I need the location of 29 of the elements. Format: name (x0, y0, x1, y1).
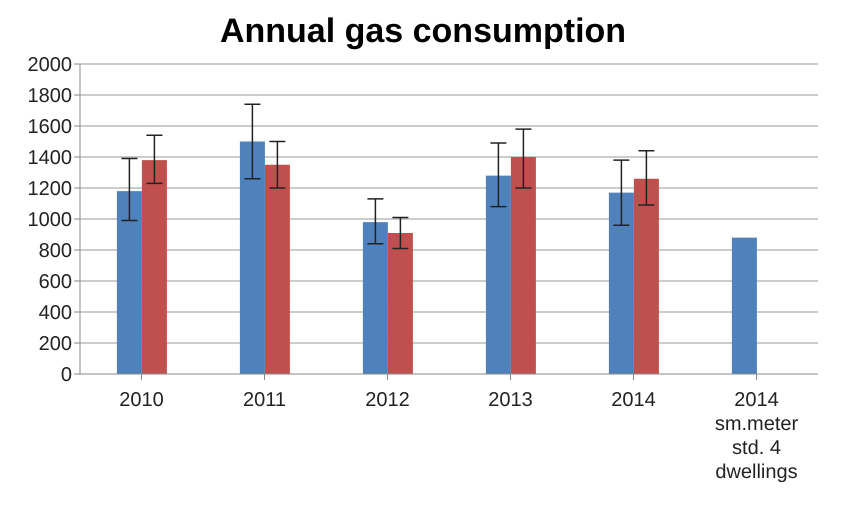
bar (240, 142, 265, 374)
bar (608, 192, 634, 374)
bar (732, 238, 757, 374)
y-tick-label: 1800 (28, 85, 72, 108)
y-tick-label: 600 (38, 271, 72, 294)
y-tick-label: 1400 (28, 147, 72, 170)
bar (116, 191, 142, 374)
bar (486, 176, 511, 374)
y-tick-label: 1600 (28, 116, 72, 138)
bar (362, 222, 388, 374)
chart-title: Annual gas consumption (218, 12, 628, 51)
y-tick-label: 2000 (28, 54, 72, 76)
bar (388, 232, 413, 374)
bar (634, 178, 659, 374)
x-tick-label: 2013 (488, 389, 533, 411)
x-tick-label: 2010 (119, 389, 164, 411)
y-tick-label: 0 (60, 364, 72, 386)
bar (510, 157, 536, 374)
y-tick-label: 1200 (28, 178, 72, 200)
x-tick-label: 2011 (242, 389, 286, 411)
y-tick-label: 800 (38, 240, 72, 262)
x-tick-label: 2014 sm.meter std. 4 dwellings (714, 389, 799, 483)
y-tick-label: 200 (38, 333, 72, 356)
y-tick-label: 1000 (28, 209, 72, 232)
bar (264, 164, 290, 374)
bar (142, 160, 167, 374)
x-tick-label: 2012 (365, 389, 410, 411)
y-tick-label: 400 (38, 302, 72, 324)
x-tick-label: 2014 (611, 389, 656, 411)
